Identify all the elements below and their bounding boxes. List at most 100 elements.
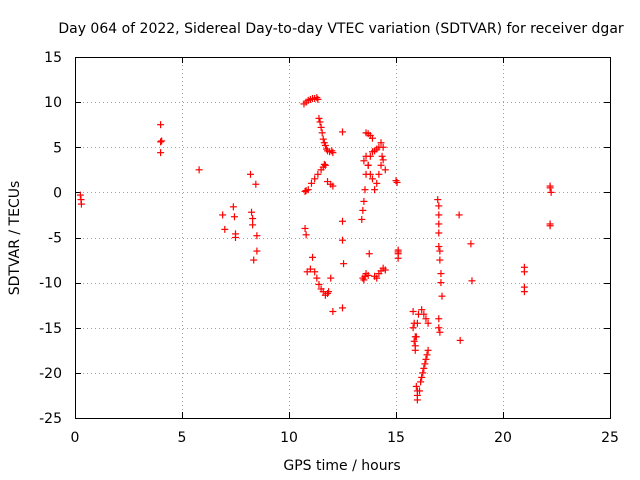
data-point xyxy=(221,225,229,233)
data-point xyxy=(434,196,442,204)
x-tick-label: 15 xyxy=(387,430,405,446)
data-point xyxy=(304,186,312,194)
x-axis-label: GPS time / hours xyxy=(283,458,400,474)
data-point xyxy=(230,213,238,221)
data-point xyxy=(317,123,325,131)
data-point xyxy=(315,114,323,122)
data-point xyxy=(373,179,381,187)
data-point xyxy=(321,141,329,149)
data-point xyxy=(409,308,417,316)
data-point xyxy=(424,346,432,354)
data-point xyxy=(329,149,337,157)
data-point xyxy=(302,231,310,239)
data-point xyxy=(379,143,387,151)
data-point xyxy=(547,188,555,196)
data-point xyxy=(435,202,443,210)
data-point xyxy=(76,191,84,199)
y-tick-label: -20 xyxy=(39,366,62,382)
data-point xyxy=(195,166,203,174)
data-point xyxy=(381,166,389,174)
data-point xyxy=(362,152,370,160)
data-point xyxy=(246,170,254,178)
data-point xyxy=(368,175,376,183)
data-point xyxy=(249,221,257,229)
data-point xyxy=(418,373,426,381)
data-point xyxy=(316,118,324,126)
data-point xyxy=(437,279,445,287)
data-point xyxy=(436,328,444,336)
data-point xyxy=(435,315,443,323)
x-tick-label: 20 xyxy=(494,430,512,446)
data-point xyxy=(301,224,309,232)
data-point xyxy=(420,310,428,318)
data-point xyxy=(318,129,326,137)
data-point xyxy=(359,206,367,214)
data-point xyxy=(253,247,261,255)
data-point xyxy=(307,179,315,187)
data-point xyxy=(320,160,328,168)
data-point xyxy=(468,277,476,285)
data-point xyxy=(249,215,257,223)
data-point xyxy=(309,253,317,261)
data-point xyxy=(456,336,464,344)
data-point xyxy=(364,271,372,279)
data-point xyxy=(422,315,430,323)
data-point xyxy=(412,333,420,341)
data-point xyxy=(339,217,346,225)
data-point xyxy=(314,170,322,178)
data-point xyxy=(421,360,429,368)
grid-lines xyxy=(75,57,610,418)
data-point xyxy=(315,280,323,288)
y-tick-label: -5 xyxy=(48,231,62,247)
y-tick-labels: -25 -20 -15 -10 -5 0 5 10 15 xyxy=(39,50,62,427)
data-point xyxy=(319,135,327,143)
data-point xyxy=(364,161,372,169)
data-point xyxy=(373,274,381,282)
y-tick-label: 0 xyxy=(53,185,62,201)
data-point xyxy=(311,175,319,183)
data-point xyxy=(321,161,329,169)
data-point xyxy=(313,274,321,282)
data-point xyxy=(250,256,258,264)
data-point xyxy=(435,324,443,332)
data-point xyxy=(340,260,348,268)
x-tick-label: 10 xyxy=(280,430,298,446)
data-point xyxy=(546,184,554,192)
y-tick-label: 15 xyxy=(44,50,62,66)
y-tick-label: -10 xyxy=(39,276,62,292)
data-point xyxy=(77,200,85,208)
data-point xyxy=(394,248,402,256)
data-point xyxy=(520,288,528,296)
data-point xyxy=(339,304,346,312)
data-point xyxy=(339,128,346,136)
data-point xyxy=(329,182,337,190)
x-tick-label: 5 xyxy=(178,430,187,446)
data-points xyxy=(76,94,555,404)
data-point xyxy=(379,156,387,164)
data-point xyxy=(360,276,368,284)
data-point xyxy=(378,152,386,160)
y-tick-label: 5 xyxy=(53,140,62,156)
data-point xyxy=(358,215,366,223)
y-tick-label: 10 xyxy=(44,95,62,111)
data-point xyxy=(422,355,430,363)
data-point xyxy=(419,369,427,377)
y-tick-label: -25 xyxy=(39,411,62,427)
y-axis-label: SDTVAR / TECUs xyxy=(7,181,23,296)
data-point xyxy=(377,139,385,147)
data-point xyxy=(219,211,227,219)
data-point xyxy=(375,170,383,178)
data-point xyxy=(365,250,373,258)
data-point xyxy=(423,351,431,359)
data-point xyxy=(394,254,402,262)
data-point xyxy=(158,137,166,145)
data-point xyxy=(436,247,444,255)
data-point xyxy=(311,268,319,276)
data-point xyxy=(410,337,418,345)
data-point xyxy=(416,387,424,395)
data-point xyxy=(301,187,309,195)
data-point xyxy=(435,229,443,237)
data-point xyxy=(437,270,445,278)
data-point xyxy=(467,240,475,248)
